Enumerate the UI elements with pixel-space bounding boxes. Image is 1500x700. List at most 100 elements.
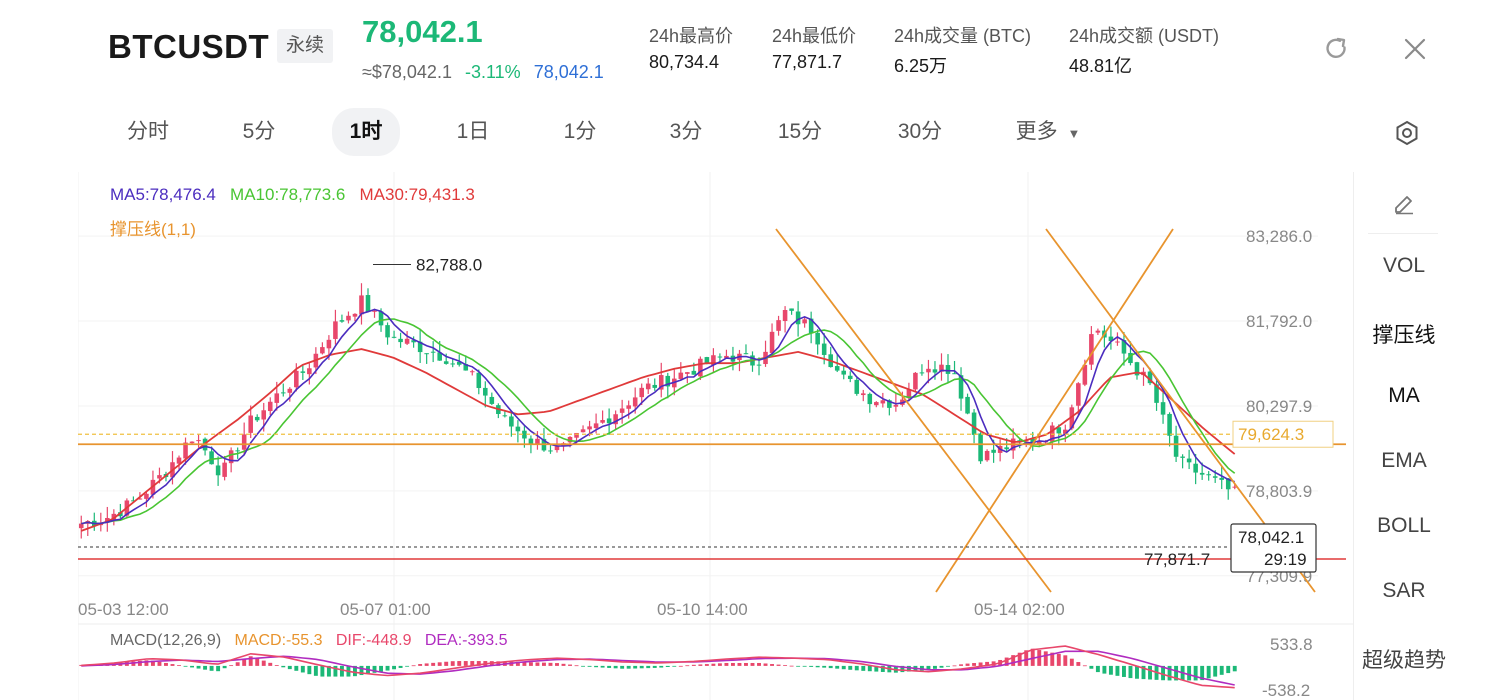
- candle-body: [287, 388, 293, 393]
- macd-histogram-bar: [561, 663, 566, 666]
- candle-body: [300, 371, 306, 373]
- tab-30m[interactable]: 30分: [897, 120, 943, 143]
- macd-histogram-bar: [854, 665, 859, 671]
- candle-body: [906, 389, 912, 399]
- indicator-sar[interactable]: SAR: [1382, 579, 1426, 602]
- tab-1m[interactable]: 1分: [563, 120, 597, 143]
- indicator-ema[interactable]: EMA: [1381, 449, 1427, 472]
- macd-histogram-bar: [1200, 665, 1205, 681]
- support-price-tag: [1232, 420, 1334, 448]
- tab-timeshare[interactable]: 分时: [127, 120, 169, 143]
- stat-value: 48.81亿: [1069, 56, 1133, 76]
- candle-body: [1017, 440, 1022, 442]
- tab-1h[interactable]: 1时: [332, 108, 400, 156]
- macd-histogram-bar: [946, 665, 950, 667]
- macd-histogram-bar: [164, 662, 168, 666]
- candle-body: [476, 372, 482, 389]
- candle-body: [430, 351, 436, 353]
- macd-histogram-bar: [620, 665, 625, 669]
- tab-more-label: 更多: [1015, 120, 1058, 143]
- candle-body: [821, 343, 827, 355]
- candle-body: [385, 325, 390, 338]
- macd-histogram-bar: [307, 665, 312, 675]
- candle-body: [1160, 402, 1166, 415]
- settings-icon[interactable]: [1394, 120, 1420, 146]
- indicator-ma[interactable]: MA: [1388, 384, 1420, 407]
- tab-3m[interactable]: 3分: [669, 120, 703, 143]
- indicator-support-resistance[interactable]: 撑压线: [1372, 324, 1436, 347]
- candle-body: [424, 353, 429, 355]
- candle-body: [945, 365, 951, 374]
- macd-histogram-bar: [600, 665, 605, 668]
- macd-histogram-bar: [737, 662, 742, 666]
- candle-body: [502, 415, 508, 417]
- high-annotation-label: 82,788.0: [416, 255, 482, 274]
- candle-body: [776, 320, 781, 331]
- macd-histogram-bar: [607, 665, 612, 668]
- macd-histogram-bar: [431, 662, 436, 666]
- candle-body: [176, 457, 182, 464]
- candle-body: [606, 418, 612, 424]
- kline-chart-svg[interactable]: 83,286.081,792.080,297.978,803.977,309.9…: [78, 172, 1353, 700]
- y-tick-label: 80,297.9: [1246, 397, 1312, 416]
- candle-body: [105, 517, 110, 523]
- chart-area[interactable]: 83,286.0 81,792.0 80,297.9 78,803.9 77,309.9…: [78, 172, 1353, 700]
- panel-divider: [1368, 233, 1438, 234]
- tab-15m[interactable]: 15分: [777, 120, 823, 143]
- mark-price: 78,042.1: [533, 62, 604, 82]
- macd-histogram-bar: [1187, 665, 1192, 681]
- candle-body: [1082, 364, 1088, 385]
- close-icon[interactable]: [1401, 35, 1429, 63]
- macd-histogram-bar: [515, 661, 520, 666]
- tab-5m[interactable]: 5分: [242, 120, 276, 143]
- refresh-icon[interactable]: [1323, 35, 1351, 63]
- legend-dif: DIF:-448.9: [335, 632, 412, 649]
- macd-histogram-bar: [424, 663, 429, 666]
- macd-histogram-bar: [776, 664, 781, 666]
- macd-histogram-bar: [1108, 665, 1113, 675]
- indicator-supertrend[interactable]: 超级趋势: [1362, 649, 1446, 672]
- candle-body: [548, 450, 553, 452]
- macd-histogram-bar: [1043, 651, 1048, 666]
- macd-histogram-bar: [203, 665, 208, 670]
- contract-type-badge: 永续: [277, 29, 334, 63]
- macd-histogram-bar: [783, 665, 788, 666]
- macd-histogram-bar: [255, 658, 260, 666]
- macd-histogram-bar: [626, 665, 631, 669]
- candle-body: [847, 375, 853, 379]
- macd-histogram-bar: [294, 665, 299, 671]
- draw-pencil-icon[interactable]: [1392, 192, 1416, 216]
- indicator-vol[interactable]: VOL: [1382, 254, 1426, 277]
- candle-body: [756, 364, 762, 366]
- macd-histogram-bar: [757, 662, 761, 666]
- macd-histogram-bar: [190, 665, 194, 668]
- tab-more[interactable]: 更多 ▼: [998, 108, 1098, 156]
- macd-histogram-bar: [900, 665, 905, 673]
- legend-ma10: MA10:78,773.6: [230, 185, 346, 204]
- macd-histogram-bar: [1050, 652, 1055, 666]
- macd-histogram-bar: [1122, 665, 1126, 677]
- candle-body: [450, 363, 455, 365]
- macd-histogram-bar: [659, 665, 664, 668]
- current-price-box: [1230, 523, 1317, 573]
- candle-body: [580, 429, 586, 433]
- macd-histogram-bar: [613, 665, 618, 669]
- candle-body: [874, 402, 879, 406]
- x-tick-label: 05-03 12:00: [78, 600, 169, 619]
- interval-tabs: 分时 5分 1时 1日 1分 3分 15分 30分 更多 ▼: [108, 108, 1438, 158]
- macd-histogram-bar: [1024, 650, 1029, 666]
- macd-histogram-bar: [594, 665, 599, 668]
- candle-body: [489, 396, 495, 404]
- candle-body: [841, 370, 847, 375]
- x-tick-label: 05-14 02:00: [974, 600, 1065, 619]
- candle-body: [958, 375, 964, 399]
- macd-histogram-bar: [437, 662, 442, 666]
- macd-histogram-bar: [281, 665, 286, 668]
- indicator-boll[interactable]: BOLL: [1377, 514, 1431, 537]
- candle-body: [1186, 458, 1192, 463]
- candle-body: [965, 396, 970, 414]
- candle-body: [880, 400, 886, 404]
- macd-histogram-bar: [867, 665, 872, 672]
- tab-1d[interactable]: 1日: [456, 120, 490, 143]
- candle-body: [593, 423, 599, 429]
